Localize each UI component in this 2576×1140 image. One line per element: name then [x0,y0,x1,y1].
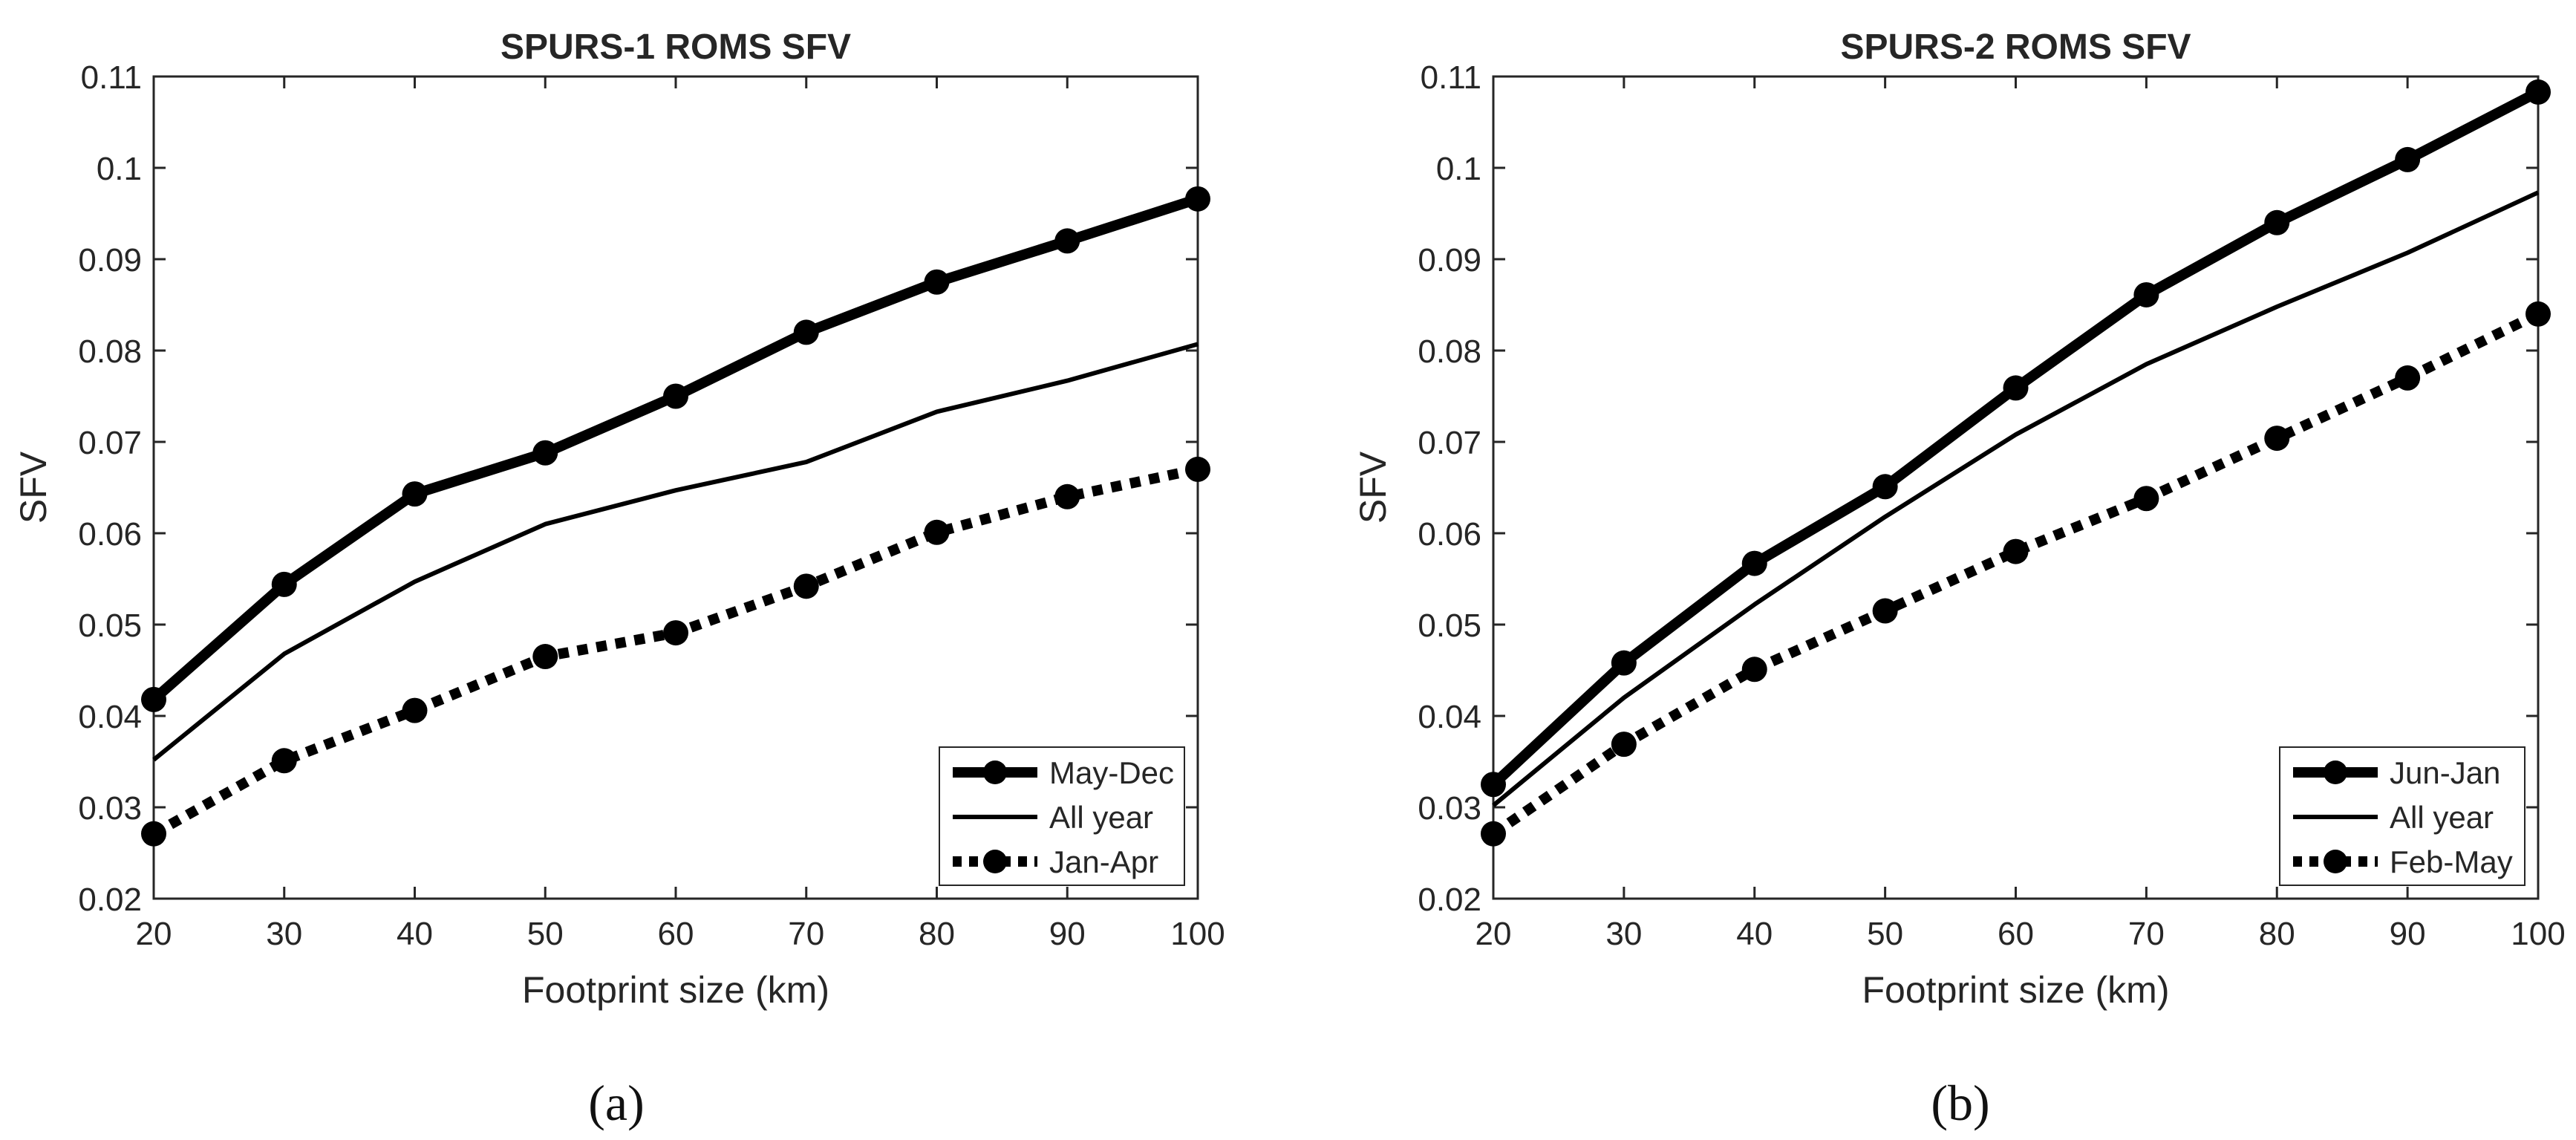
data-point [402,481,428,507]
data-point [2526,79,2551,105]
data-point [532,644,558,670]
x-tick-label: 40 [1736,916,1773,952]
y-tick-label: 0.06 [78,516,142,553]
data-point [1481,772,1506,798]
x-tick-label: 100 [1170,916,1225,952]
chart-panel-b: 0.02 0.03 0.04 0.05 0.06 0.07 0.08 0.09 0.1 0.11 2… [1352,27,2566,1131]
legend-swatch-marker [983,760,1007,784]
legend-swatch-marker [2324,760,2347,784]
series-line-all-year [152,342,1199,762]
data-point [1611,650,1637,676]
data-point [2003,375,2029,401]
chart-title: SPURS-2 ROMS SFV [1840,27,2191,67]
legend-swatch-marker [983,850,1007,873]
data-point [2526,301,2551,327]
data-point [793,319,819,345]
y-tick-label: 0.04 [78,699,142,735]
y-tick-label: 0.03 [1418,790,1481,827]
y-tick-label: 0.09 [1418,242,1481,279]
y-axis-label: SFV [1352,451,1394,524]
legend-entry-label: Jun-Jan [2390,755,2500,790]
y-tick-label: 0.08 [78,333,142,370]
data-point [402,697,428,723]
legend-entry-label: May-Dec [1049,755,1174,790]
y-axis-label: SFV [13,451,54,524]
legend-entry-label: Feb-May [2390,844,2513,879]
y-tick-label: 0.05 [1418,608,1481,644]
y-tick-label: 0.09 [78,242,142,279]
x-tick-label: 50 [1867,916,1903,952]
data-point [1872,598,1898,624]
y-tick-label: 0.1 [97,151,142,187]
data-point [2133,486,2159,512]
data-point [924,519,950,545]
legend-entry-label: All year [2390,800,2494,835]
y-tick-label: 0.05 [78,608,142,644]
legend: Jun-Jan All year Feb-May [2279,746,2526,886]
data-point [663,383,688,409]
data-point [1741,657,1767,683]
x-tick-label: 60 [1998,916,2034,952]
y-tick-label: 0.06 [1418,516,1481,553]
x-tick-label: 20 [1476,916,1512,952]
data-point [1481,821,1506,847]
data-point [1185,186,1210,212]
y-tick-label: 0.08 [1418,333,1481,370]
y-tick-label: 0.02 [1418,882,1481,918]
panel-label: (b) [1931,1075,1989,1131]
x-tick-label: 30 [266,916,302,952]
data-point [2264,209,2290,235]
x-tick-label: 100 [2511,916,2565,952]
legend-entry-label: Jan-Apr [1049,844,1158,879]
data-point [2395,146,2421,172]
series-line-all-year [1492,190,2540,807]
y-tick-label: 0.11 [1421,59,1481,96]
y-tick-label: 0.02 [78,882,142,918]
x-tick-label: 80 [2259,916,2295,952]
y-tick-label: 0.03 [78,790,142,827]
legend: May-Dec All year Jan-Apr [939,746,1185,886]
x-tick-label: 40 [397,916,433,952]
x-axis-label: Footprint size (km) [522,969,829,1011]
x-tick-label: 90 [1049,916,1086,952]
data-point [924,269,950,295]
data-point [1054,228,1080,254]
x-tick-label: 90 [2390,916,2426,952]
data-point [532,440,558,466]
data-point [1611,732,1637,758]
data-point [2264,426,2290,452]
data-point [2003,538,2029,564]
chart-title: SPURS-1 ROMS SFV [500,27,851,67]
legend-entry-label: All year [1049,800,1153,835]
data-point [1872,474,1898,500]
y-tick-label: 0.07 [78,425,142,461]
panel-label: (a) [588,1075,644,1131]
data-point [141,686,166,712]
y-tick-label: 0.07 [1418,425,1481,461]
data-point [2133,281,2159,307]
data-point [271,571,297,597]
y-tick-label: 0.11 [81,59,142,96]
chart-panel-a: 0.02 0.03 0.04 0.05 0.06 0.07 0.08 0.09 0.1 0.11 2… [13,27,1225,1131]
x-tick-label: 30 [1605,916,1642,952]
data-point [141,821,166,847]
y-tick-label: 0.04 [1418,699,1481,735]
data-point [1185,456,1210,482]
x-tick-label: 50 [527,916,564,952]
x-tick-label: 60 [658,916,694,952]
data-point [1054,483,1080,509]
data-point [793,573,819,599]
y-tick-label: 0.1 [1436,151,1481,187]
data-point [271,748,297,774]
data-point [2395,365,2421,391]
x-axis-label: Footprint size (km) [1862,969,2170,1011]
data-point [1741,550,1767,576]
legend-swatch-marker [2324,850,2347,873]
x-tick-label: 70 [788,916,824,952]
x-tick-label: 20 [136,916,172,952]
x-tick-label: 70 [2128,916,2165,952]
x-tick-label: 80 [919,916,955,952]
data-point [663,620,688,646]
